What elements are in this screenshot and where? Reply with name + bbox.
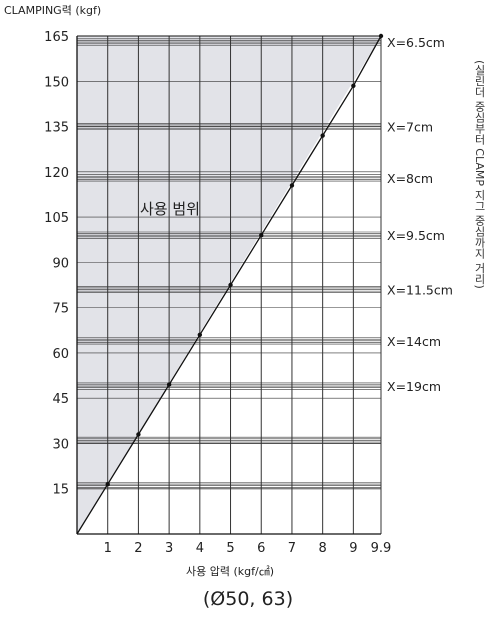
x-tick-label: 9.9 [371,541,392,556]
y-tick-label: 15 [52,483,69,498]
x-limit-band: X=9.5cm [77,228,445,243]
x-limit-label: X=8cm [387,171,433,186]
y-tick-label: 45 [52,392,69,407]
x-tick-label: 1 [104,541,112,556]
x-tick-label: 3 [165,541,173,556]
y-tick-label: 60 [52,347,69,362]
data-point [259,233,264,238]
data-point [136,432,141,437]
data-point [166,382,172,387]
x-tick-label: 8 [319,541,327,556]
data-point [378,33,384,39]
x-axis-title: 사용 압력 (kgf/㎠) [186,565,274,578]
y-tick-label: 150 [44,75,69,90]
x-limit-band: X=14cm [77,334,441,349]
x-limit-band: X=6.5cm [77,35,445,50]
x-tick-label: 4 [196,541,204,556]
clamping-force-chart: CLAMPING력 (kgf) X=6.5cm X=7cm X=8cm X=9.5cm… [4,4,453,578]
y-tick-label: 105 [44,211,69,226]
y-tick-label: 135 [44,121,69,136]
usage-range-label: 사용 범위 [140,200,200,218]
bore-caption: (Ø50, 63) [202,588,294,610]
x-tick-label: 5 [226,541,234,556]
x-limit-band: X=8cm [77,171,433,186]
x-limit-label: X=19cm [387,379,441,394]
x-limit-label: X=6.5cm [387,35,445,50]
data-point [105,482,110,487]
distance-note: (실린더 중심부터 CLAMP 지그 중심까지 거리) [473,60,486,289]
x-limit-label: X=9.5cm [387,228,445,243]
y-tick-label: 75 [52,302,69,317]
y-tick-label: 90 [52,256,69,271]
data-point [228,282,233,288]
data-point [320,133,325,138]
x-tick-label: 7 [288,541,296,556]
x-limit-label: X=7cm [387,120,433,135]
data-point [351,83,356,89]
data-point [197,332,203,337]
y-axis-title: CLAMPING력 (kgf) [4,4,101,17]
y-tick-label: 30 [52,437,69,452]
x-tick-label: 2 [134,541,142,556]
x-limit-band [77,482,381,490]
y-tick-label: 120 [44,166,69,181]
x-limit-label: X=14cm [387,334,441,349]
x-tick-label: 9 [349,541,357,556]
x-limit-label: X=11.5cm [387,283,453,298]
x-tick-label: 6 [257,541,265,556]
y-tick-label: 165 [44,30,69,45]
data-point [289,183,295,188]
x-limit-band: X=19cm [77,379,441,394]
